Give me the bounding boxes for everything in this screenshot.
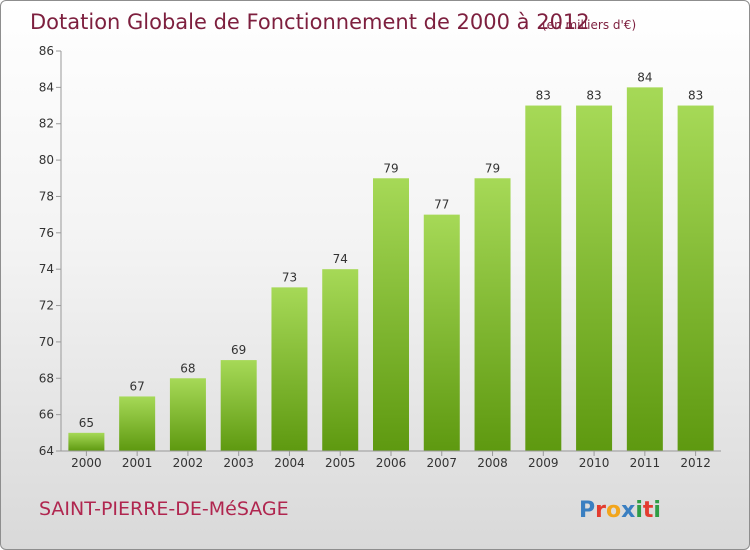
y-tick-label: 74	[39, 262, 54, 276]
x-tick-label-2004: 2004	[274, 456, 305, 470]
bar-2005	[322, 269, 359, 451]
data-label-2002: 68	[180, 361, 195, 375]
y-tick-label: 86	[39, 44, 54, 58]
data-label-2010: 83	[586, 89, 601, 103]
x-tick-label-2007: 2007	[426, 456, 457, 470]
data-label-2008: 79	[485, 161, 500, 175]
y-tick-label: 66	[39, 408, 54, 422]
x-axis: 2000 2001 2002 2003 2004 2005 2006 2007 2008 2009…	[61, 450, 721, 470]
logo-letter: P	[579, 498, 595, 523]
data-label-2001: 67	[130, 379, 145, 393]
bar-2000	[68, 432, 105, 451]
x-tick-label-2009: 2009	[528, 456, 559, 470]
x-tick-label-2005: 2005	[325, 456, 356, 470]
data-label-2012: 83	[688, 89, 703, 103]
logo-letter: i	[653, 498, 661, 523]
data-label-2007: 77	[434, 198, 449, 212]
y-tick-label: 84	[39, 80, 54, 94]
x-tick-label-2011: 2011	[630, 456, 661, 470]
x-tick-label-2001: 2001	[122, 456, 153, 470]
y-tick-label: 78	[39, 189, 54, 203]
data-label-2000: 65	[79, 416, 94, 430]
data-label-2003: 69	[231, 343, 246, 357]
x-tick-label-2000: 2000	[71, 456, 102, 470]
y-tick-label: 76	[39, 226, 54, 240]
logo-letter: o	[606, 498, 621, 523]
x-tick-label-2012: 2012	[680, 456, 711, 470]
data-label-2005: 74	[333, 252, 348, 266]
x-tick-label-2010: 2010	[579, 456, 610, 470]
data-label-2009: 83	[536, 89, 551, 103]
data-label-2004: 73	[282, 270, 297, 284]
y-tick-label: 70	[39, 335, 54, 349]
y-tick-label: 68	[39, 371, 54, 385]
unit-note: (en milliers d'€)	[542, 18, 636, 32]
y-axis: 64 66 68 70 72 74 76 78 80 82 84 86	[39, 44, 62, 458]
bar-2011	[626, 87, 663, 451]
data-label-2011: 84	[637, 70, 652, 84]
bar-2012	[677, 105, 714, 451]
y-tick-label: 64	[39, 444, 54, 458]
bar-2009	[525, 105, 562, 451]
proxiti-logo: Proxiti	[579, 498, 661, 523]
x-tick-label-2003: 2003	[223, 456, 254, 470]
data-label-2006: 79	[383, 161, 398, 175]
bars-group: 65 67 68 69 73 74 79 77 79 83 83 84 83	[68, 70, 714, 452]
bar-2004	[271, 287, 308, 451]
bar-2002	[169, 378, 206, 451]
bar-2010	[576, 105, 613, 451]
x-tick-label-2008: 2008	[477, 456, 508, 470]
logo-letter: t	[643, 498, 654, 523]
bar-2008	[474, 178, 511, 452]
y-tick-label: 82	[39, 117, 54, 131]
x-tick-label-2006: 2006	[376, 456, 407, 470]
y-tick-label: 72	[39, 299, 54, 313]
chart-title: Dotation Globale de Fonctionnement de 20…	[30, 10, 590, 34]
commune-name: SAINT-PIERRE-DE-MéSAGE	[39, 498, 289, 520]
logo-letter: x	[621, 498, 635, 523]
y-tick-label: 80	[39, 153, 54, 167]
bar-2007	[423, 214, 460, 451]
bar-2006	[373, 178, 409, 452]
logo-letter: r	[595, 498, 606, 523]
logo-letter: i	[635, 498, 643, 523]
x-tick-label-2002: 2002	[173, 456, 204, 470]
bar-2001	[119, 396, 156, 451]
bar-2003	[220, 360, 257, 451]
